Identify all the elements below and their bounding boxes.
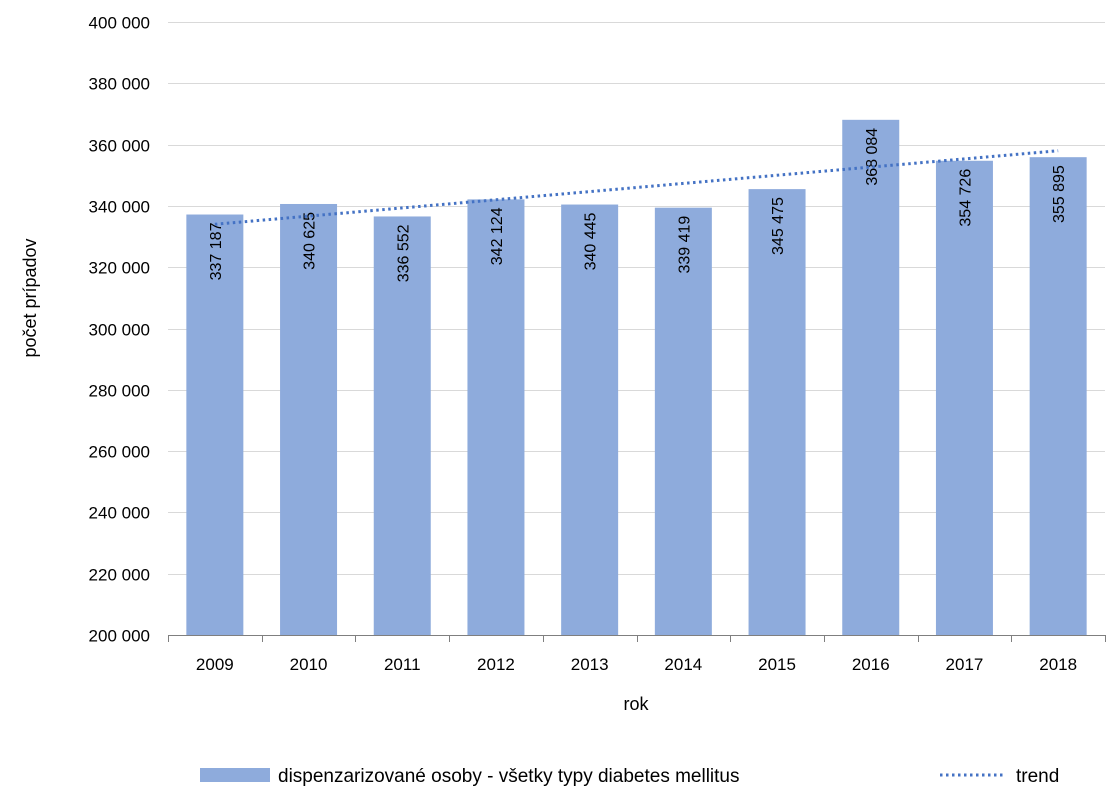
data-label-2012: 342 124 — [489, 207, 506, 265]
data-label-2015: 345 475 — [770, 197, 787, 255]
bar-2010 — [280, 203, 338, 635]
x-tick-label: 2009 — [196, 655, 234, 674]
data-labels: 337 187 340 625 336 552 342 124 340 445 339 4… — [208, 128, 1068, 283]
y-tick-label: 380 000 — [89, 75, 150, 94]
legend: dispenzarizované osoby - všetky typy dia… — [200, 766, 1059, 787]
axes: 200 000 220 000 240 000 260 000 280 000 300 0… — [89, 14, 1106, 674]
data-label-2009: 337 187 — [208, 222, 225, 280]
bar-2012 — [467, 199, 525, 635]
trendline-group — [214, 149, 1059, 226]
y-tick-label: 240 000 — [89, 504, 150, 523]
x-tick-label: 2015 — [758, 655, 796, 674]
bar-2018 — [1029, 157, 1087, 635]
y-tick-label: 220 000 — [89, 566, 150, 585]
x-tick-label: 2011 — [384, 655, 421, 674]
x-tick-label: 2013 — [571, 655, 609, 674]
bar-2011 — [373, 216, 431, 635]
bar-2014 — [654, 207, 712, 635]
y-tick-label: 320 000 — [89, 259, 150, 278]
y-tick-label: 260 000 — [89, 443, 150, 462]
x-tick-label: 2016 — [852, 655, 890, 674]
legend-label-bars: dispenzarizované osoby - všetky typy dia… — [278, 766, 740, 787]
y-axis-title: počet prípadov — [20, 238, 40, 357]
bar-2009 — [186, 214, 244, 635]
x-tick-label: 2010 — [290, 655, 328, 674]
data-label-2017: 354 726 — [957, 169, 974, 227]
trendline — [214, 149, 1059, 226]
x-tick-label: 2012 — [477, 655, 515, 674]
bar-2013 — [561, 204, 619, 635]
y-tick-label: 400 000 — [89, 14, 150, 33]
x-axis-title: rok — [623, 694, 649, 714]
bar-2017 — [935, 160, 993, 635]
legend-swatch-bars — [200, 768, 270, 782]
y-tick-label: 200 000 — [89, 627, 150, 646]
x-tick-label: 2018 — [1039, 655, 1077, 674]
data-label-2013: 340 445 — [583, 212, 600, 270]
data-label-2018: 355 895 — [1051, 165, 1068, 223]
data-label-2016: 368 084 — [864, 128, 881, 186]
bar-2015 — [748, 189, 806, 635]
data-label-2011: 336 552 — [395, 224, 412, 282]
data-label-2014: 339 419 — [676, 216, 693, 274]
y-tick-label: 340 000 — [89, 198, 150, 217]
bars — [186, 119, 1087, 636]
bar-2016 — [842, 119, 900, 636]
y-tick-label: 300 000 — [89, 321, 150, 340]
x-tick-label: 2014 — [664, 655, 702, 674]
x-tick-label: 2017 — [946, 655, 984, 674]
y-tick-label: 360 000 — [89, 137, 150, 156]
legend-label-trend: trend — [1016, 766, 1059, 787]
data-label-2010: 340 625 — [302, 212, 319, 270]
y-tick-label: 280 000 — [89, 382, 150, 401]
